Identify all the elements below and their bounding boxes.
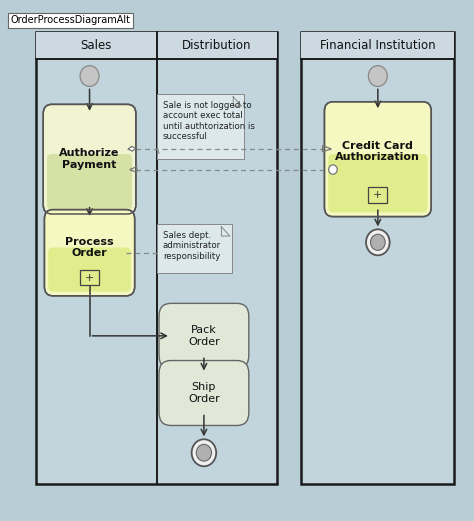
- FancyBboxPatch shape: [45, 209, 135, 296]
- FancyBboxPatch shape: [159, 361, 249, 426]
- Text: Distribution: Distribution: [182, 39, 252, 52]
- Circle shape: [196, 444, 211, 461]
- FancyBboxPatch shape: [301, 32, 455, 59]
- Circle shape: [328, 165, 337, 174]
- FancyBboxPatch shape: [301, 32, 455, 484]
- Text: Ship
Order: Ship Order: [188, 382, 220, 404]
- Text: Process
Order: Process Order: [65, 237, 114, 258]
- Text: +: +: [85, 272, 94, 283]
- Polygon shape: [128, 146, 136, 151]
- Text: Sales: Sales: [81, 39, 112, 52]
- FancyBboxPatch shape: [36, 32, 156, 59]
- FancyBboxPatch shape: [328, 154, 428, 213]
- FancyBboxPatch shape: [47, 154, 132, 210]
- Circle shape: [368, 66, 387, 86]
- Text: Financial Institution: Financial Institution: [320, 39, 436, 52]
- FancyBboxPatch shape: [156, 224, 232, 274]
- FancyBboxPatch shape: [324, 102, 431, 217]
- FancyBboxPatch shape: [48, 247, 131, 292]
- FancyBboxPatch shape: [159, 303, 249, 368]
- FancyBboxPatch shape: [36, 32, 277, 484]
- Text: Authorize
Payment: Authorize Payment: [59, 148, 120, 170]
- Circle shape: [191, 439, 216, 466]
- FancyBboxPatch shape: [43, 104, 136, 214]
- Text: Pack
Order: Pack Order: [188, 325, 220, 346]
- Circle shape: [371, 234, 385, 251]
- Text: OrderProcessDiagramAlt: OrderProcessDiagramAlt: [10, 15, 130, 25]
- Circle shape: [366, 229, 390, 255]
- Text: Credit Card
Authorization: Credit Card Authorization: [336, 141, 420, 162]
- Circle shape: [80, 66, 99, 86]
- Text: +: +: [373, 190, 383, 200]
- Text: Sales dept.
administrator
responsibility: Sales dept. administrator responsibility: [163, 231, 221, 260]
- FancyBboxPatch shape: [156, 94, 244, 159]
- FancyBboxPatch shape: [156, 32, 277, 59]
- Text: Sale is not logged to
account exec total
until authtorization is
successful: Sale is not logged to account exec total…: [163, 101, 255, 141]
